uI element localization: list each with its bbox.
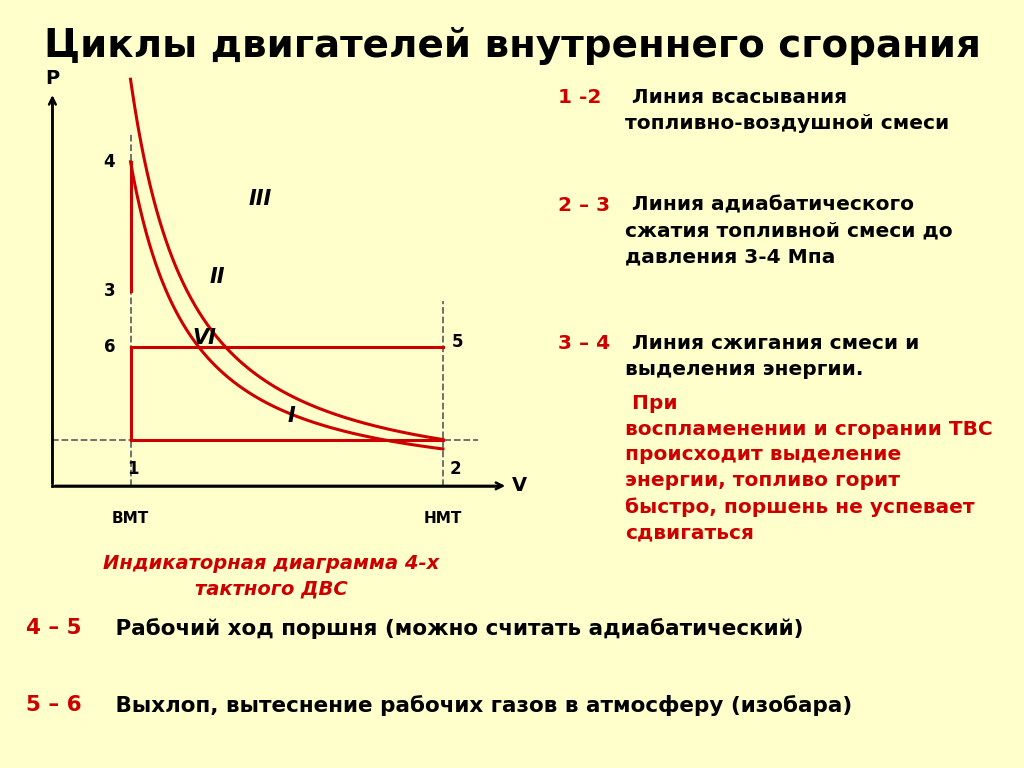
- Text: Выхлоп, вытеснение рабочих газов в атмосферу (изобара): Выхлоп, вытеснение рабочих газов в атмос…: [108, 695, 852, 716]
- Text: P: P: [45, 68, 59, 88]
- Text: II: II: [210, 267, 225, 287]
- Text: 2 – 3: 2 – 3: [558, 196, 610, 215]
- Text: V: V: [512, 476, 527, 495]
- Text: Линия адиабатического
сжатия топливной смеси до
давления 3-4 Мпа: Линия адиабатического сжатия топливной с…: [625, 196, 952, 266]
- Text: III: III: [249, 189, 272, 209]
- Text: 1 -2: 1 -2: [558, 88, 601, 108]
- Text: При
воспламенении и сгорании ТВС
происходит выделение
энергии, топливо горит
быс: При воспламенении и сгорании ТВС происхо…: [625, 394, 992, 542]
- Text: 2: 2: [450, 460, 461, 478]
- Text: 1: 1: [127, 460, 138, 478]
- Text: 5: 5: [452, 333, 463, 351]
- Text: Рабочий ход поршня (можно считать адиабатический): Рабочий ход поршня (можно считать адиаба…: [108, 618, 803, 639]
- Text: Линия всасывания
топливно-воздушной смеси: Линия всасывания топливно-воздушной смес…: [625, 88, 949, 133]
- Text: 3: 3: [103, 283, 116, 300]
- Text: Индикаторная диаграмма 4-х: Индикаторная диаграмма 4-х: [103, 554, 439, 574]
- Text: тактного ДВС: тактного ДВС: [195, 580, 348, 599]
- Text: ВМТ: ВМТ: [112, 511, 150, 526]
- Text: I: I: [287, 406, 295, 426]
- Text: 4 – 5: 4 – 5: [26, 618, 81, 638]
- Text: VI: VI: [193, 328, 216, 348]
- Text: 3 – 4: 3 – 4: [558, 334, 610, 353]
- Text: Линия сжигания смеси и
выделения энергии.: Линия сжигания смеси и выделения энергии…: [625, 334, 919, 379]
- Text: 6: 6: [103, 338, 116, 356]
- Text: Циклы двигателей внутреннего сгорания: Циклы двигателей внутреннего сгорания: [43, 27, 981, 65]
- Text: 4: 4: [103, 153, 116, 170]
- Text: НМТ: НМТ: [424, 511, 462, 526]
- Text: 5 – 6: 5 – 6: [26, 695, 81, 715]
